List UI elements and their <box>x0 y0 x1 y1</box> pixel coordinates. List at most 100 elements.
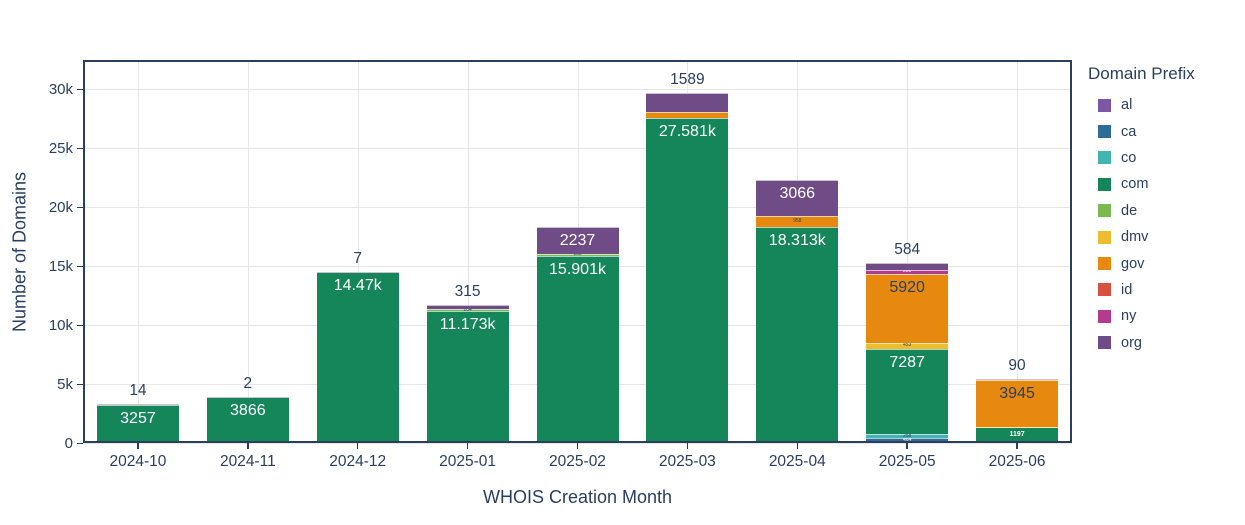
bar-value-label: 453 <box>902 342 912 349</box>
legend-swatch-icon <box>1098 98 1111 112</box>
bar-segment-gov[interactable]: 3945 <box>976 380 1059 427</box>
bar-value-label: 7287 <box>889 353 925 371</box>
x-tick-label: 2025-06 <box>988 453 1046 470</box>
x-tick <box>247 443 249 449</box>
bar-value-label: 14.47k <box>333 277 382 295</box>
bar-segment-de[interactable]: 158 <box>536 252 619 257</box>
legend-item-ca[interactable]: ca <box>1088 118 1195 144</box>
bar-segment-co[interactable]: 258 <box>866 433 949 438</box>
y-tick <box>77 265 83 268</box>
bar-value-label: 3066 <box>779 184 816 202</box>
bar-value-label: 15.901k <box>549 260 606 278</box>
y-tick <box>77 383 83 386</box>
y-tick-label: 30k <box>48 80 73 98</box>
bar-total-label: 90 <box>1008 357 1026 375</box>
legend-swatch-icon <box>1098 177 1111 191</box>
legend-item-label: id <box>1121 281 1133 298</box>
bar-segment-org[interactable] <box>316 272 399 274</box>
y-tick <box>77 324 83 327</box>
bar-segment-com[interactable]: 15.901k <box>536 255 619 443</box>
bar-segment-org[interactable] <box>206 397 289 399</box>
legend: Domain Prefix al ca co com de dmv gov id ny org <box>1088 64 1195 356</box>
bar-segment-org[interactable] <box>976 379 1059 381</box>
bar-value-label: 18.313k <box>768 232 826 250</box>
legend-item-label: org <box>1121 334 1142 351</box>
bar-segment-com[interactable]: 11.173k <box>426 311 509 443</box>
bar-segment-gov[interactable]: 958 <box>756 215 839 228</box>
legend-item-ny[interactable]: ny <box>1088 303 1195 329</box>
bar-total-label: 7 <box>353 250 363 268</box>
x-tick <box>796 443 799 449</box>
bar-segment-org[interactable] <box>646 93 729 113</box>
y-tick-label: 20k <box>48 198 73 216</box>
legend-swatch-icon <box>1098 257 1111 271</box>
bar-segment-dmv[interactable]: 453 <box>866 342 949 349</box>
legend-item-id[interactable]: id <box>1088 277 1195 303</box>
y-tick-label: 15k <box>48 257 73 275</box>
bar-segment-org[interactable]: 2237 <box>536 227 619 254</box>
bar-segment-gov[interactable]: 5920 <box>866 273 949 344</box>
y-axis-title: Number of Domains <box>9 171 30 332</box>
bar-segment-org[interactable]: 3066 <box>756 179 839 216</box>
x-tick <box>906 443 908 449</box>
y-tick-label: 10k <box>48 316 73 334</box>
x-tick <box>137 443 139 449</box>
legend-swatch-icon <box>1098 283 1111 297</box>
legend-item-al[interactable]: al <box>1088 92 1195 118</box>
bar-value-label: 958 <box>793 218 802 225</box>
bar-segment-com[interactable]: 1197 <box>976 427 1059 442</box>
gridline-vertical <box>357 60 359 443</box>
bar-segment-org[interactable] <box>426 305 509 309</box>
legend-item-de[interactable]: de <box>1088 198 1195 224</box>
gridline-vertical <box>247 60 249 443</box>
x-tick-label: 2025-05 <box>878 453 936 470</box>
legend-swatch-icon <box>1098 151 1111 165</box>
bar-segment-org[interactable] <box>866 263 949 271</box>
x-tick-label: 2024-12 <box>329 453 387 470</box>
y-tick-label: 25k <box>48 139 73 157</box>
bar-value-label: 1197 <box>1009 431 1025 439</box>
gridline-vertical <box>1017 60 1019 443</box>
x-tick <box>356 443 359 449</box>
bar-segment-com[interactable]: 7287 <box>866 348 949 435</box>
legend-item-dmv[interactable]: dmv <box>1088 224 1195 250</box>
bar-total-label: 315 <box>454 283 481 301</box>
legend-swatch-icon <box>1098 230 1111 244</box>
legend-item-label: ca <box>1121 123 1137 140</box>
bar-segment-com[interactable]: 3257 <box>96 404 179 443</box>
x-tick-label: 2025-02 <box>549 453 606 470</box>
bar-segment-ny[interactable]: 291 <box>866 269 949 274</box>
bar-segment-com[interactable]: 3866 <box>206 397 289 443</box>
legend-item-gov[interactable]: gov <box>1088 250 1195 276</box>
legend-item-co[interactable]: co <box>1088 145 1195 171</box>
bar-segment-com[interactable]: 18.313k <box>756 227 839 443</box>
legend-item-label: ny <box>1121 308 1137 325</box>
bar-total-label: 14 <box>129 382 147 400</box>
x-tick-label: 2024-11 <box>219 453 276 470</box>
x-tick-label: 2025-04 <box>768 453 826 470</box>
legend-item-label: dmv <box>1121 229 1149 246</box>
bar-segment-de[interactable]: 204 <box>426 307 509 312</box>
bar-segment-gov[interactable] <box>646 112 729 118</box>
bar-value-label: 3257 <box>120 409 156 427</box>
bar-total-label: 2 <box>243 375 253 393</box>
legend-item-com[interactable]: com <box>1088 171 1195 197</box>
x-tick <box>576 443 579 449</box>
y-tick <box>77 206 83 209</box>
x-tick-label: 2025-03 <box>658 453 716 470</box>
gridline-vertical <box>467 60 469 443</box>
legend-item-org[interactable]: org <box>1088 330 1195 356</box>
bar-segment-ca[interactable]: 464 <box>866 436 949 443</box>
bar-segment-org[interactable] <box>96 404 179 406</box>
y-tick-label: 0 <box>64 434 73 452</box>
legend-title: Domain Prefix <box>1088 64 1195 83</box>
bar-total-label: 584 <box>894 241 921 259</box>
gridline-vertical <box>137 60 139 443</box>
bar-value-label: 464 <box>902 436 912 443</box>
bar-segment-com[interactable]: 14.47k <box>316 272 399 443</box>
legend-item-label: com <box>1121 176 1149 193</box>
bar-segment-dmv[interactable] <box>976 426 1059 428</box>
bar-segment-com[interactable]: 27.581k <box>646 117 729 443</box>
legend-swatch-icon <box>1098 309 1111 323</box>
